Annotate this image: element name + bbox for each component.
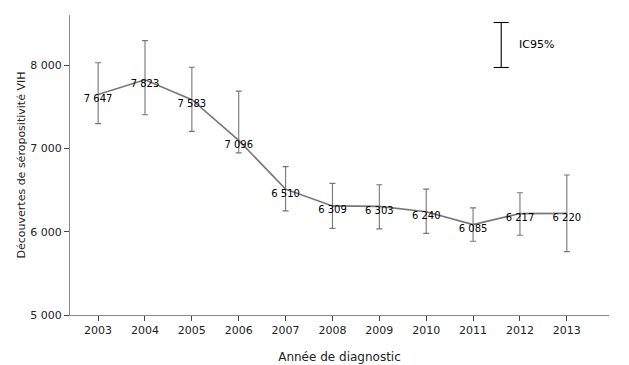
svg-text:6 303: 6 303 <box>365 205 394 216</box>
svg-text:7 000: 7 000 <box>30 142 62 155</box>
svg-text:7 647: 7 647 <box>84 93 113 104</box>
svg-text:7 823: 7 823 <box>131 78 160 89</box>
svg-text:2012: 2012 <box>506 324 534 337</box>
svg-text:2006: 2006 <box>225 324 253 337</box>
svg-text:2007: 2007 <box>272 324 300 337</box>
svg-text:2003: 2003 <box>84 324 112 337</box>
svg-text:2013: 2013 <box>553 324 581 337</box>
svg-text:Découvertes de séropositivité: Découvertes de séropositivité VIH <box>15 72 28 259</box>
svg-text:6 309: 6 309 <box>318 204 347 215</box>
svg-text:Année de diagnostic: Année de diagnostic <box>278 350 401 364</box>
svg-text:6 000: 6 000 <box>30 226 62 239</box>
svg-text:7 583: 7 583 <box>178 98 207 109</box>
svg-text:6 240: 6 240 <box>412 210 441 221</box>
svg-text:2005: 2005 <box>178 324 206 337</box>
svg-text:7 096: 7 096 <box>224 139 253 150</box>
svg-text:2011: 2011 <box>459 324 487 337</box>
svg-text:2008: 2008 <box>318 324 346 337</box>
svg-text:6 085: 6 085 <box>459 223 488 234</box>
svg-text:6 220: 6 220 <box>552 212 581 223</box>
svg-text:2010: 2010 <box>412 324 440 337</box>
svg-text:5 000: 5 000 <box>30 309 62 322</box>
svg-text:6 217: 6 217 <box>506 212 535 223</box>
svg-text:8 000: 8 000 <box>30 59 62 72</box>
svg-text:2009: 2009 <box>365 324 393 337</box>
svg-text:6 510: 6 510 <box>271 188 300 199</box>
svg-text:IC95%: IC95% <box>519 38 554 51</box>
svg-text:2004: 2004 <box>131 324 159 337</box>
